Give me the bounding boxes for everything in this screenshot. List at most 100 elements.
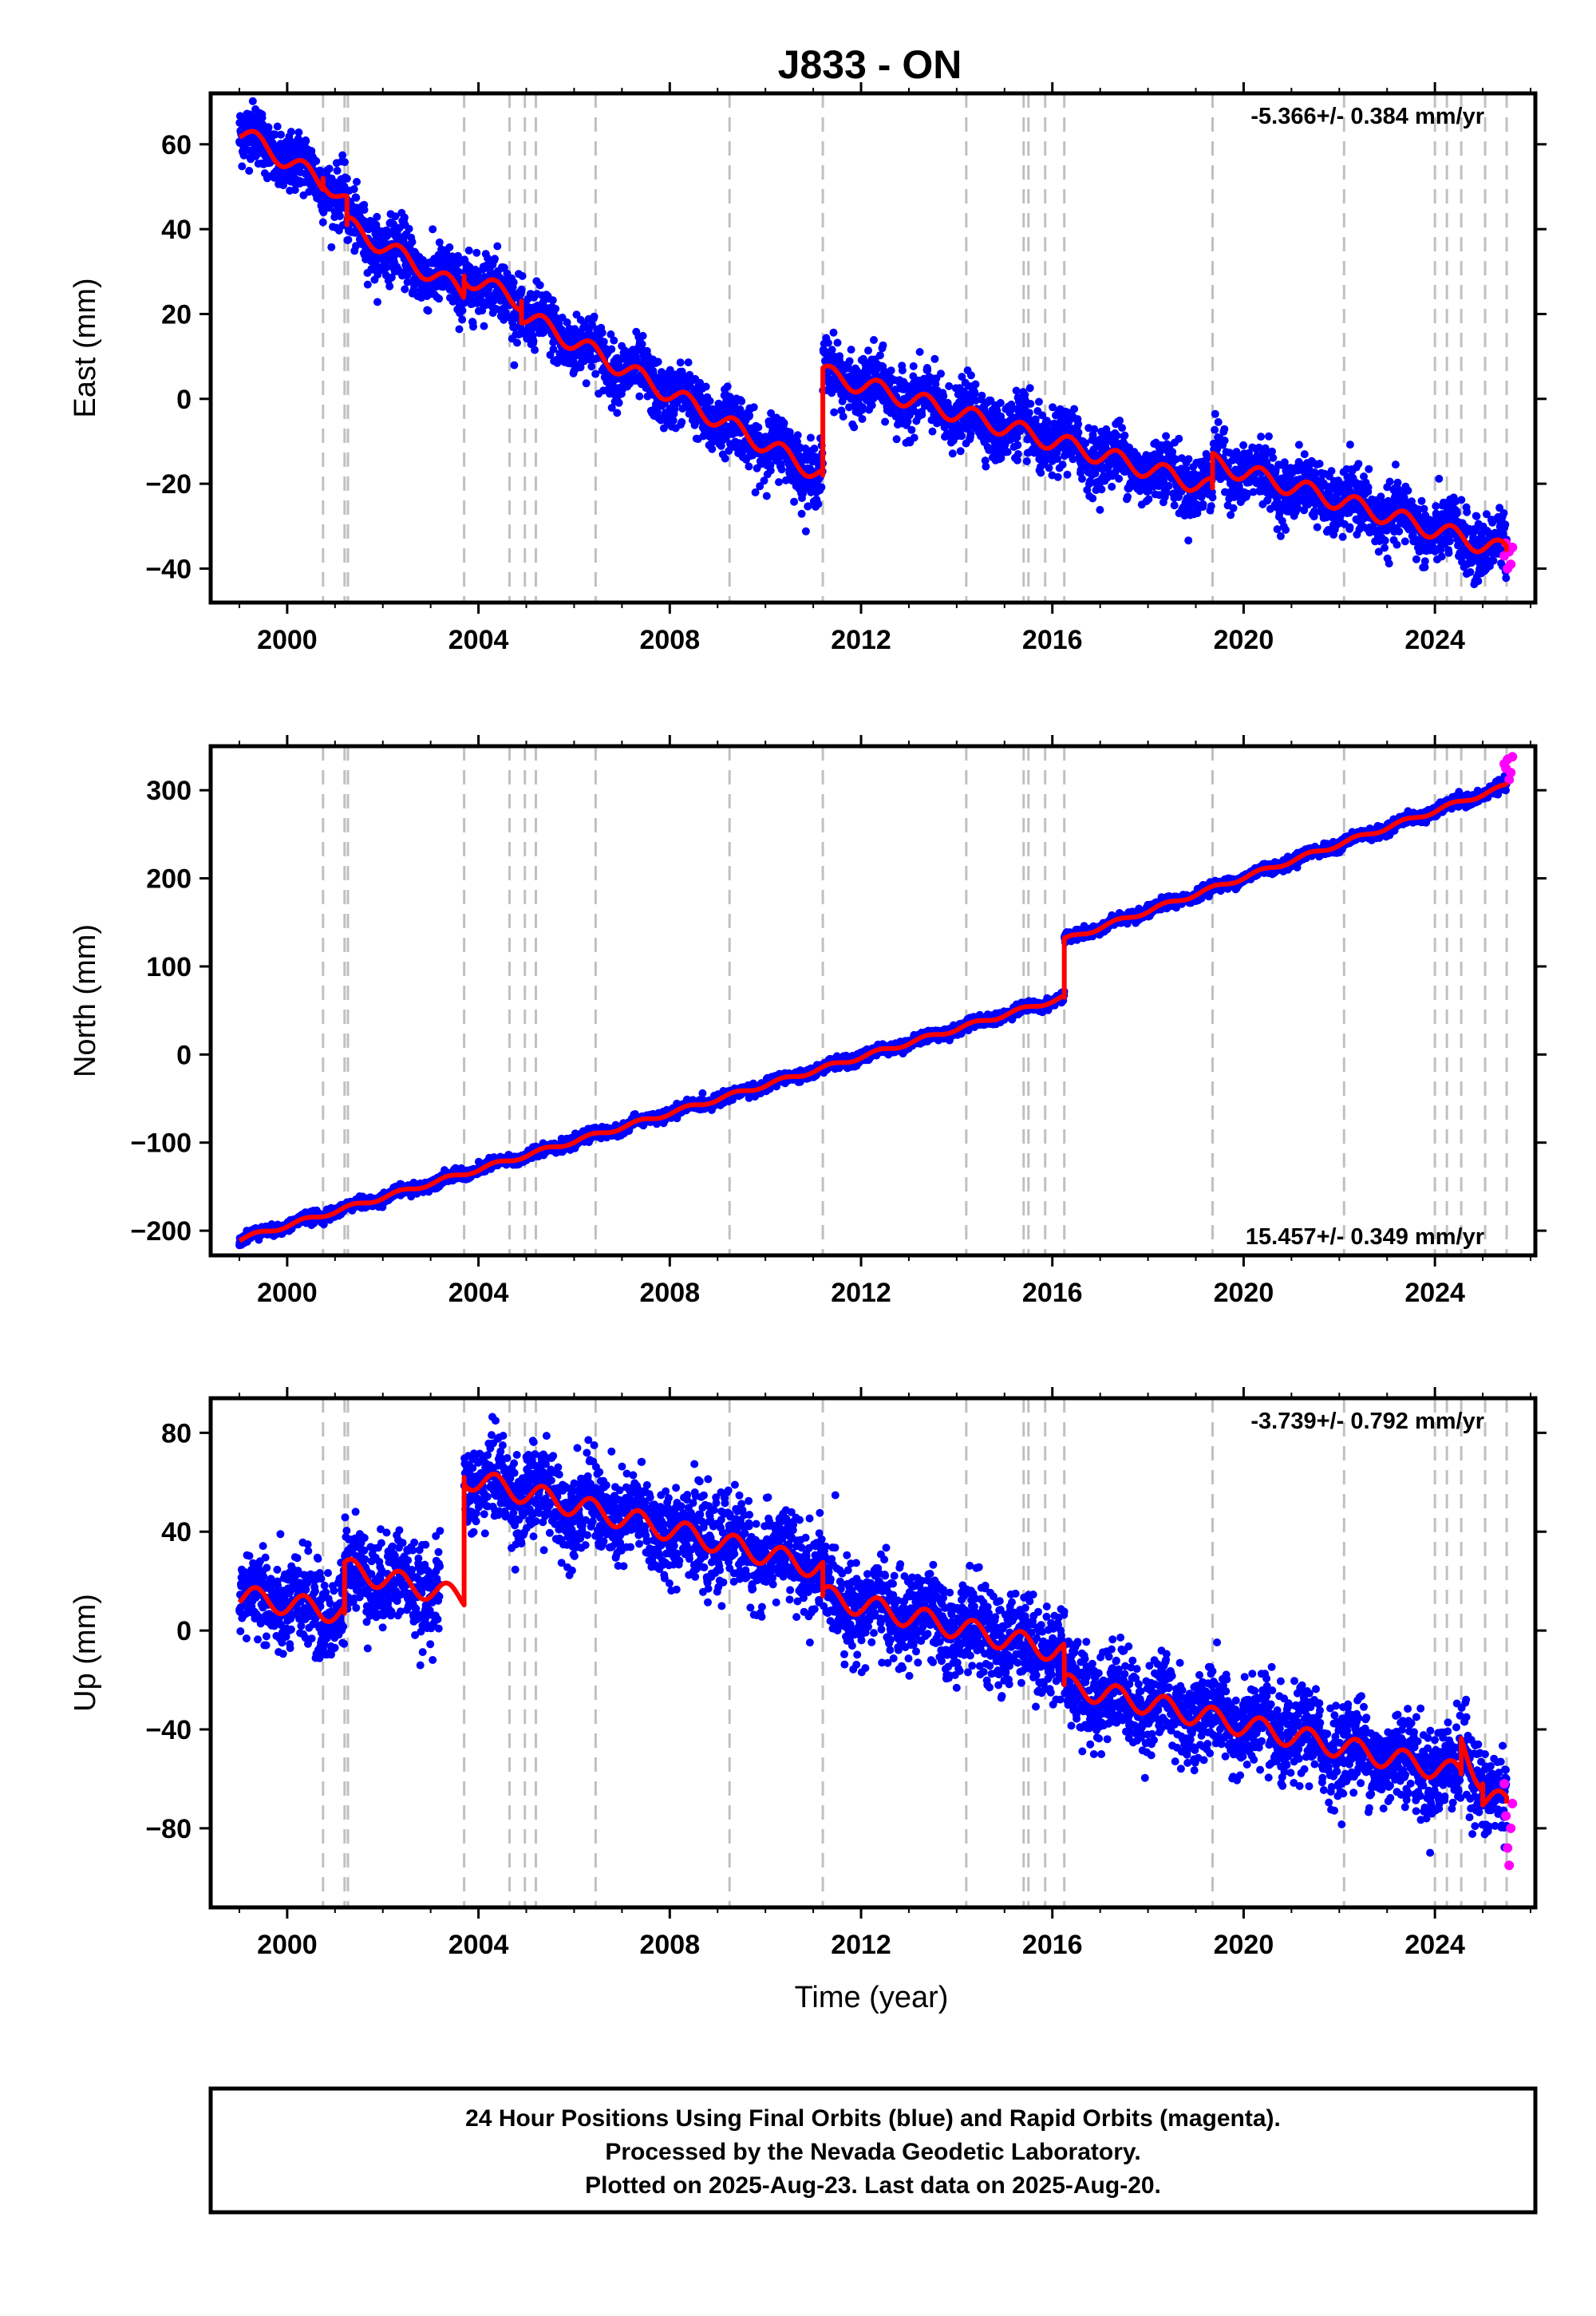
data-point-final <box>1463 508 1472 516</box>
data-point-final <box>510 361 519 370</box>
data-point-final <box>1097 485 1106 494</box>
data-point-final <box>754 423 763 432</box>
data-point-final <box>1385 477 1394 486</box>
data-point-final <box>373 212 381 221</box>
data-point-final <box>1211 425 1219 434</box>
data-point-final <box>918 410 926 419</box>
data-point-final <box>971 380 980 389</box>
data-point-final <box>1031 415 1040 424</box>
data-point-final <box>373 298 381 306</box>
data-point-final <box>405 224 413 233</box>
data-point-final <box>341 158 350 167</box>
data-point-final <box>1365 464 1373 473</box>
data-point-final <box>529 337 538 346</box>
data-point-final <box>610 336 618 345</box>
data-point-final <box>775 478 783 487</box>
data-point-final <box>286 128 295 136</box>
data-point-final <box>381 263 390 272</box>
data-point-final <box>810 445 819 453</box>
data-point-final <box>1300 450 1309 459</box>
data-point-final <box>685 370 694 379</box>
data-point-final <box>1208 493 1217 502</box>
data-point-final <box>864 346 872 355</box>
data-point-final <box>363 280 372 289</box>
data-point-final <box>563 318 571 326</box>
data-point-final <box>1227 511 1235 520</box>
data-point-final <box>1345 441 1354 449</box>
data-point-final <box>966 371 975 380</box>
data-point-final <box>1400 537 1409 546</box>
data-point-final <box>806 433 815 442</box>
data-point-final <box>518 271 527 280</box>
data-point-final <box>814 500 823 508</box>
data-point-final <box>867 401 876 409</box>
data-point-final <box>607 345 616 354</box>
data-point-final <box>403 278 412 287</box>
data-point-final <box>458 306 467 314</box>
data-point-final <box>817 483 826 492</box>
data-point-final <box>1220 425 1229 433</box>
data-point-final <box>327 243 336 251</box>
data-point-final <box>582 379 591 388</box>
data-point-final <box>745 462 753 471</box>
y-axis-label: East (mm) <box>69 278 102 417</box>
data-point-final <box>424 306 433 315</box>
y-tick-label: −40 <box>145 554 192 584</box>
data-point-final <box>606 330 615 338</box>
data-point-final <box>1207 502 1215 511</box>
data-point-final <box>312 156 321 165</box>
data-point-final <box>1412 555 1420 563</box>
data-point-final <box>453 251 462 260</box>
data-point-final <box>930 354 939 363</box>
data-point-final <box>1313 523 1321 532</box>
data-point-final <box>879 341 887 350</box>
data-point-final <box>801 527 810 536</box>
data-point-final <box>829 328 838 337</box>
data-point-final <box>948 449 957 458</box>
data-point-final <box>553 358 562 367</box>
data-point-rapid <box>1506 559 1516 570</box>
data-point-final <box>928 427 937 436</box>
data-point-final <box>325 164 334 173</box>
data-point-final <box>824 338 832 347</box>
data-point-final <box>1294 441 1303 449</box>
data-point-final <box>1437 552 1446 561</box>
data-point-final <box>915 348 924 356</box>
data-point-final <box>587 362 596 371</box>
data-point-final <box>676 358 685 367</box>
data-point-final <box>403 271 412 279</box>
data-point-final <box>836 352 844 361</box>
data-point-final <box>1435 474 1444 483</box>
data-point-final <box>1239 441 1248 449</box>
x-tick-label: 2012 <box>831 625 891 655</box>
data-point-final <box>480 322 488 330</box>
data-point-final <box>870 336 878 344</box>
data-point-final <box>1327 467 1336 476</box>
data-point-final <box>1112 431 1121 440</box>
data-point-final <box>352 193 361 202</box>
data-point-final <box>400 213 409 222</box>
data-point-final <box>669 416 678 425</box>
data-point-final <box>1168 448 1177 456</box>
data-point-final <box>445 243 454 251</box>
data-point-final <box>238 162 247 171</box>
event-lines <box>322 746 1508 1255</box>
data-point-final <box>500 263 508 272</box>
data-point-final <box>613 409 622 417</box>
data-point-final <box>350 185 358 193</box>
data-point-final <box>1022 457 1031 465</box>
data-point-final <box>1199 500 1207 508</box>
data-point-final <box>590 312 598 321</box>
data-point-final <box>307 147 316 156</box>
data-point-final <box>572 310 581 319</box>
data-point-final <box>454 267 463 276</box>
data-point-final <box>1457 496 1466 504</box>
data-point-final <box>1395 527 1404 536</box>
data-point-final <box>1118 424 1127 433</box>
data-point-final <box>1214 417 1223 426</box>
data-point-final <box>408 238 417 247</box>
data-point-final <box>277 130 285 139</box>
data-point-final <box>318 218 327 227</box>
data-point-final <box>749 403 758 412</box>
data-point-final <box>1012 386 1021 395</box>
